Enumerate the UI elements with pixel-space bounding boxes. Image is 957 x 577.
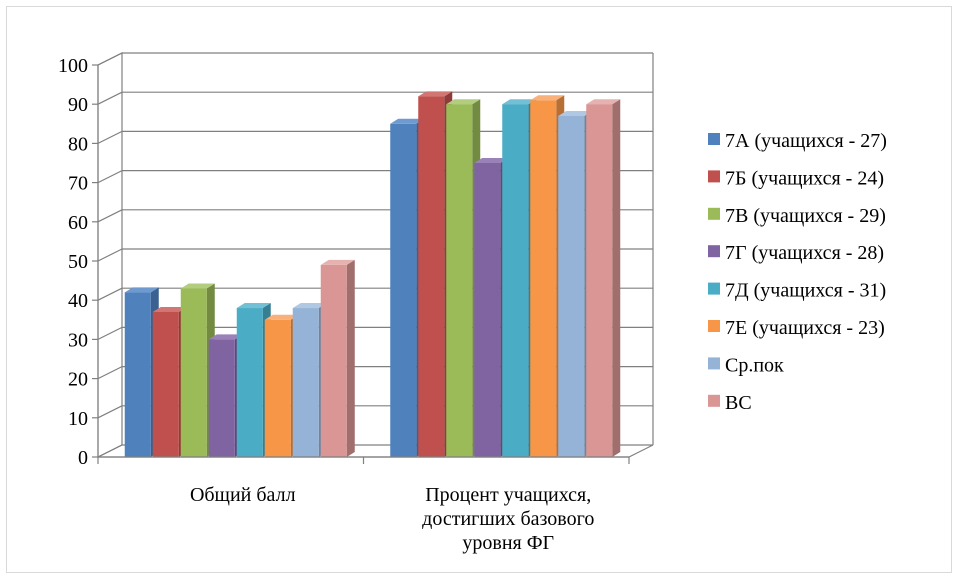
legend-label: 7А (учащихся - 27) (725, 130, 887, 152)
gridline-side (97, 52, 123, 66)
bar-top (474, 158, 509, 163)
category-label-line: Процент учащихся, (425, 484, 591, 506)
legend-swatch (708, 207, 720, 220)
gridline-side (97, 130, 123, 144)
bar (586, 99, 621, 457)
legend-swatch (708, 133, 720, 145)
legend-item: Ср.пок (708, 354, 784, 376)
bar-top (320, 259, 355, 265)
y-tick-label: 20 (68, 369, 88, 391)
y-tick-label: 50 (68, 251, 88, 273)
bar-side (346, 259, 355, 457)
bar-top (530, 95, 565, 101)
bar-front (124, 292, 151, 457)
legend-item: 7В (учащихся - 29) (708, 205, 886, 227)
bar-top (586, 99, 621, 105)
y-tick-label: 60 (68, 212, 88, 234)
legend-label: 7Д (учащихся - 31) (725, 280, 886, 302)
bar-front (446, 104, 473, 457)
bar-front (558, 115, 585, 458)
category-label-line: Общий балл (190, 484, 296, 506)
bar-top (236, 303, 271, 309)
category-labels: Общий балл Процент учащихся, достигших баз… (190, 484, 594, 554)
legend-label: Ср.пок (725, 354, 784, 376)
category-label: Процент учащихся, достигших базового уровн… (422, 484, 594, 554)
gridline-side (97, 405, 123, 419)
legend-label: 7Е (учащихся - 23) (725, 317, 885, 339)
bar-top (264, 314, 299, 320)
bar-front (586, 104, 613, 457)
category-label-line: достигших базового (422, 508, 594, 530)
legend-swatch (708, 394, 720, 407)
gridline-side (97, 248, 123, 262)
legend-label: 7В (учащихся - 29) (725, 205, 886, 227)
bars (124, 91, 621, 458)
bar-top (390, 118, 425, 124)
bar-top (558, 110, 593, 116)
bar-front (292, 308, 319, 457)
legend-swatch (708, 282, 720, 295)
bar-top (292, 303, 327, 309)
bar-top (152, 306, 187, 312)
bar-side (612, 99, 621, 457)
bar-front (418, 96, 445, 458)
legend-swatch (708, 357, 720, 370)
legend-label: 7Б (учащихся - 24) (725, 167, 884, 189)
y-tick-label: 80 (68, 133, 88, 155)
legend: 7А (учащихся - 27) 7Б (учащихся - 24) 7В (… (708, 130, 887, 414)
bar-front (390, 123, 417, 458)
legend-item: ВС (708, 392, 752, 414)
legend-swatch (708, 245, 720, 258)
bar-top (124, 287, 159, 293)
bar-front (320, 264, 347, 457)
y-tick-label: 0 (78, 447, 88, 469)
bar-front (236, 308, 263, 457)
legend-swatch (708, 170, 720, 183)
category-label-line: уровня ФГ (462, 532, 554, 554)
bar-top (418, 91, 453, 97)
bar-front (530, 100, 557, 457)
category-label: Общий балл (190, 484, 296, 506)
legend-item: 7Е (учащихся - 23) (708, 317, 885, 339)
bar-front (502, 104, 529, 457)
bar-front (152, 311, 179, 457)
bar-front (474, 163, 501, 457)
y-tick-label: 40 (68, 290, 88, 312)
gridline-side (97, 209, 123, 223)
gridline-side (97, 326, 123, 340)
axes (92, 64, 630, 464)
y-tick-label: 70 (68, 173, 88, 195)
legend-label: ВС (725, 392, 752, 414)
gridline-side (97, 170, 123, 184)
bar-front (264, 319, 291, 457)
legend-item: 7Б (учащихся - 24) (708, 167, 884, 189)
y-tick-label: 100 (58, 55, 88, 77)
legend-swatch (708, 320, 720, 332)
legend-item: 7Д (учащихся - 31) (708, 280, 886, 302)
bar-top (502, 99, 537, 105)
bar-top (208, 334, 243, 340)
legend-item: 7Г (учащихся - 28) (708, 242, 884, 264)
chart-frame: 0 10 20 30 40 50 60 70 80 90 100 Общий балл Процент… (6, 6, 952, 573)
bar (180, 283, 215, 457)
y-tick-labels: 0 10 20 30 40 50 60 70 80 90 100 (58, 55, 88, 469)
bar-top (180, 283, 215, 289)
gridline-side (97, 366, 123, 380)
y-tick-label: 90 (68, 94, 88, 116)
y-tick-label: 30 (68, 329, 88, 351)
legend-item: 7А (учащихся - 27) (708, 130, 887, 152)
bar-front (208, 339, 235, 457)
legend-label: 7Г (учащихся - 28) (725, 242, 884, 264)
bar-chart: 0 10 20 30 40 50 60 70 80 90 100 Общий балл Процент… (58, 52, 887, 554)
bar (320, 259, 355, 457)
bar-front (180, 288, 207, 457)
bar-top (446, 99, 481, 105)
y-tick-label: 10 (68, 408, 88, 430)
gridline-side (97, 287, 123, 301)
gridline-side (97, 91, 123, 105)
